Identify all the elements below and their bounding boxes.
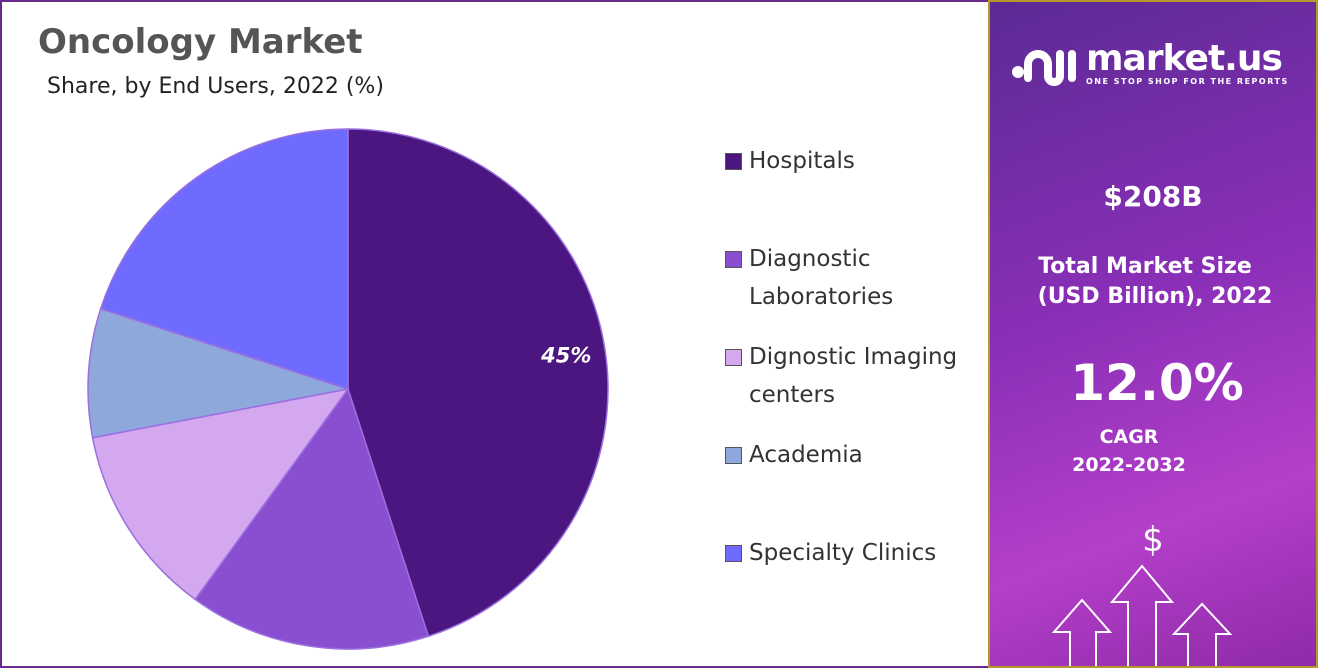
legend-label: centers [749,382,835,408]
legend-label: Dignostic Imaging [749,344,958,370]
pie-slice [87,307,349,439]
chart-title: Oncology Market [38,22,363,62]
legend-item: Hospitals [725,142,989,180]
brand-name: market.us [1086,37,1283,79]
legend-swatch [725,349,742,366]
legend-item: Specialty Clinics [725,534,989,572]
legend-label: Hospitals [749,148,855,174]
brand-tagline: ONE STOP SHOP FOR THE REPORTS [1086,76,1289,86]
market-size-value: $208B [1103,180,1203,213]
legend-swatch [725,153,742,170]
market-size-unit: (USD Billion), 2022 [1037,284,1273,309]
cagr-label: CAGR [1099,426,1159,448]
pie-slice [194,387,430,650]
cagr-value: 12.0% [1070,354,1244,412]
info-panel: market.us ONE STOP SHOP FOR THE REPORTS … [988,0,1318,668]
market-size-label: Total Market Size [1038,254,1252,279]
chart-subtitle: Share, by End Users, 2022 (%) [47,74,384,99]
logo: market.us ONE STOP SHOP FOR THE REPORTS [1010,40,1289,86]
pie-slice [347,128,609,638]
legend-swatch [725,251,742,268]
data-label: 45% [540,343,591,367]
legend-label: Specialty Clinics [749,540,937,566]
chart-area: Oncology Market Share, by End Users, 202… [0,0,990,668]
dollar-icon: $ [1142,520,1164,560]
cagr-period: 2022-2032 [1072,454,1186,476]
legend-swatch [725,545,742,562]
legend-label: Academia [749,442,863,468]
market-us-logo-icon [1012,50,1076,86]
pie-slice [99,128,349,391]
legend-label: Diagnostic [749,246,871,272]
legend-item: Academia [725,436,989,474]
legend-item: Dignostic Imaging centers [725,338,989,414]
growth-arrows-icon [1051,564,1233,666]
legend-item: Diagnostic Laboratories [725,240,989,316]
legend-swatch [725,447,742,464]
pie-chart: 45% [87,128,609,650]
pie-slice [91,387,350,601]
legend-label: Laboratories [749,284,894,310]
